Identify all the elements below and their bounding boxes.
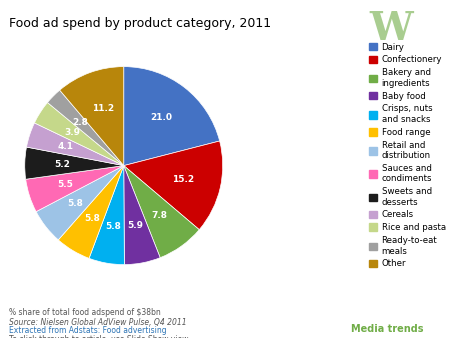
- Wedge shape: [124, 141, 223, 230]
- Text: To click through to article, use Slide Show view: To click through to article, use Slide S…: [9, 335, 189, 338]
- Legend: Dairy, Confectionery, Bakery and
ingredients, Baby food, Crisps, nuts
and snacks: Dairy, Confectionery, Bakery and ingredi…: [369, 43, 446, 268]
- Text: Source: Nielsen Global AdView Pulse, Q4 2011: Source: Nielsen Global AdView Pulse, Q4 …: [9, 318, 187, 327]
- Text: 21.0: 21.0: [150, 113, 172, 122]
- Wedge shape: [58, 166, 124, 258]
- Wedge shape: [60, 67, 124, 166]
- Text: 5.2: 5.2: [54, 160, 70, 169]
- Wedge shape: [27, 123, 124, 166]
- Wedge shape: [124, 166, 160, 265]
- Wedge shape: [26, 166, 124, 212]
- Text: 5.8: 5.8: [84, 214, 100, 223]
- Text: 5.8: 5.8: [68, 199, 83, 208]
- Wedge shape: [124, 166, 199, 258]
- Wedge shape: [36, 166, 124, 240]
- Text: 4.1: 4.1: [58, 142, 73, 151]
- Text: Media trends: Media trends: [351, 324, 423, 335]
- Text: 5.5: 5.5: [58, 180, 73, 189]
- Text: 5.9: 5.9: [127, 221, 144, 231]
- Text: % share of total food adspend of $38bn: % share of total food adspend of $38bn: [9, 308, 161, 317]
- Text: 5.8: 5.8: [105, 221, 121, 231]
- Wedge shape: [47, 90, 124, 166]
- Wedge shape: [25, 147, 124, 179]
- Text: Extracted from Adstats: Food advertising: Extracted from Adstats: Food advertising: [9, 326, 166, 335]
- Wedge shape: [124, 67, 220, 166]
- Wedge shape: [35, 102, 124, 166]
- Text: W: W: [369, 10, 413, 48]
- Text: 3.9: 3.9: [64, 128, 80, 137]
- Text: 2.8: 2.8: [72, 118, 88, 127]
- Wedge shape: [89, 166, 124, 265]
- Text: 15.2: 15.2: [172, 175, 195, 184]
- Text: 11.2: 11.2: [91, 103, 114, 113]
- Text: 7.8: 7.8: [152, 211, 167, 220]
- Text: Food ad spend by product category, 2011: Food ad spend by product category, 2011: [9, 17, 271, 30]
